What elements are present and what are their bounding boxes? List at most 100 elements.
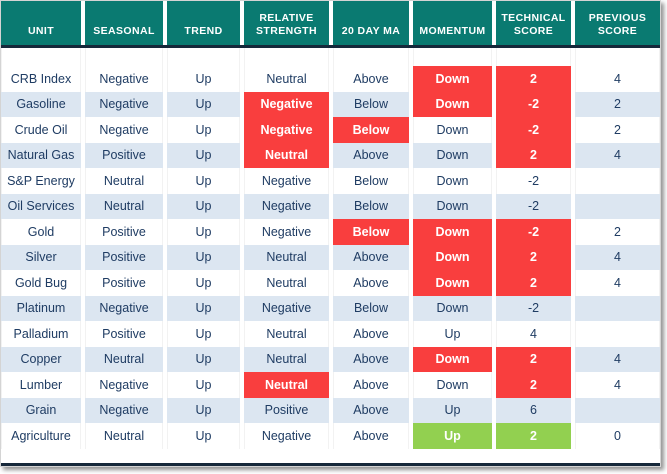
- cell-trend: Up: [167, 117, 240, 143]
- table-row: Platinum Negative Up Negative Below Down -2: [1, 295, 660, 321]
- cell-seasonal: Positive: [85, 321, 163, 347]
- table-row: Crude Oil Negative Up Negative Below Down -2 2: [1, 117, 660, 143]
- cell-seasonal: Negative: [85, 66, 163, 92]
- cell-relative_strength: Negative: [244, 295, 329, 321]
- cell-relative_strength: Negative: [244, 91, 329, 117]
- cell-ma20: Below: [333, 193, 409, 219]
- col-header-unit: UNIT: [1, 1, 81, 45]
- cell-trend: Up: [167, 193, 240, 219]
- cell-relative_strength: Negative: [244, 117, 329, 143]
- cell-unit: Gasoline: [1, 91, 81, 117]
- cell-momentum: Down: [413, 346, 492, 372]
- cell-trend: Up: [167, 219, 240, 245]
- cell-technical_score: 2: [496, 142, 571, 168]
- spacer-cell: [85, 48, 163, 66]
- cell-unit: Lumber: [1, 372, 81, 398]
- cell-trend: Up: [167, 91, 240, 117]
- cell-seasonal: Positive: [85, 244, 163, 270]
- cell-relative_strength: Neutral: [244, 66, 329, 92]
- cell-ma20: Above: [333, 142, 409, 168]
- cell-relative_strength: Neutral: [244, 142, 329, 168]
- cell-trend: Up: [167, 397, 240, 423]
- cell-seasonal: Positive: [85, 142, 163, 168]
- cell-ma20: Above: [333, 397, 409, 423]
- cell-momentum: Down: [413, 117, 492, 143]
- cell-previous_score: [575, 321, 660, 347]
- col-header-relative_strength: RELATIVE STRENGTH: [244, 1, 329, 45]
- cell-previous_score: 2: [575, 219, 660, 245]
- table-body: CRB Index Negative Up Neutral Above Down 2 4 Gas…: [1, 66, 660, 449]
- cell-technical_score: -2: [496, 91, 571, 117]
- table-row: Grain Negative Up Positive Above Up 6: [1, 397, 660, 423]
- header-row: UNIT SEASONAL TREND RELATIVE STRENGTH 20 DAY…: [1, 1, 660, 45]
- technical-score-table: UNIT SEASONAL TREND RELATIVE STRENGTH 20 DAY…: [0, 0, 661, 467]
- cell-technical_score: -2: [496, 295, 571, 321]
- cell-seasonal: Neutral: [85, 168, 163, 194]
- cell-momentum: Down: [413, 219, 492, 245]
- cell-momentum: Down: [413, 193, 492, 219]
- cell-relative_strength: Negative: [244, 193, 329, 219]
- table-row: Copper Neutral Up Neutral Above Down 2 4: [1, 346, 660, 372]
- spacer-cell: [244, 48, 329, 66]
- cell-unit: Natural Gas: [1, 142, 81, 168]
- cell-technical_score: -2: [496, 193, 571, 219]
- cell-trend: Up: [167, 423, 240, 449]
- cell-previous_score: 4: [575, 244, 660, 270]
- spacer-cell: [413, 48, 492, 66]
- cell-momentum: Up: [413, 397, 492, 423]
- cell-trend: Up: [167, 321, 240, 347]
- col-header-trend: TREND: [167, 1, 240, 45]
- cell-seasonal: Neutral: [85, 193, 163, 219]
- cell-momentum: Down: [413, 295, 492, 321]
- cell-previous_score: 4: [575, 142, 660, 168]
- cell-unit: Palladium: [1, 321, 81, 347]
- cell-ma20: Above: [333, 423, 409, 449]
- cell-momentum: Down: [413, 270, 492, 296]
- cell-trend: Up: [167, 142, 240, 168]
- cell-seasonal: Positive: [85, 270, 163, 296]
- cell-momentum: Down: [413, 66, 492, 92]
- cell-trend: Up: [167, 168, 240, 194]
- col-header-momentum: MOMENTUM: [413, 1, 492, 45]
- cell-relative_strength: Negative: [244, 219, 329, 245]
- col-header-previous_score: PREVIOUS SCORE: [575, 1, 660, 45]
- cell-unit: Copper: [1, 346, 81, 372]
- cell-trend: Up: [167, 346, 240, 372]
- cell-unit: CRB Index: [1, 66, 81, 92]
- cell-previous_score: 0: [575, 423, 660, 449]
- cell-unit: Platinum: [1, 295, 81, 321]
- cell-ma20: Above: [333, 346, 409, 372]
- cell-trend: Up: [167, 66, 240, 92]
- cell-seasonal: Negative: [85, 117, 163, 143]
- cell-previous_score: 2: [575, 91, 660, 117]
- cell-ma20: Below: [333, 117, 409, 143]
- cell-seasonal: Negative: [85, 295, 163, 321]
- cell-ma20: Above: [333, 244, 409, 270]
- cell-technical_score: 2: [496, 372, 571, 398]
- cell-technical_score: 6: [496, 397, 571, 423]
- table-row: Agriculture Neutral Up Negative Above Up 2 0: [1, 423, 660, 449]
- cell-unit: Silver: [1, 244, 81, 270]
- cell-relative_strength: Neutral: [244, 346, 329, 372]
- cell-unit: Grain: [1, 397, 81, 423]
- header-rule: [1, 45, 660, 48]
- cell-technical_score: -2: [496, 168, 571, 194]
- cell-ma20: Below: [333, 295, 409, 321]
- cell-momentum: Down: [413, 372, 492, 398]
- cell-relative_strength: Negative: [244, 423, 329, 449]
- table-row: Gasoline Negative Up Negative Below Down -2 2: [1, 91, 660, 117]
- cell-technical_score: -2: [496, 117, 571, 143]
- table-footer-space: [1, 448, 660, 463]
- cell-seasonal: Positive: [85, 219, 163, 245]
- cell-momentum: Up: [413, 423, 492, 449]
- cell-momentum: Up: [413, 321, 492, 347]
- table-row: S&P Energy Neutral Up Negative Below Down -2: [1, 168, 660, 194]
- cell-previous_score: [575, 168, 660, 194]
- bottom-rule: [1, 463, 660, 466]
- spacer-cell: [496, 48, 571, 66]
- cell-ma20: Below: [333, 219, 409, 245]
- cell-unit: S&P Energy: [1, 168, 81, 194]
- cell-trend: Up: [167, 295, 240, 321]
- table-row: Natural Gas Positive Up Neutral Above Down 2 4: [1, 142, 660, 168]
- cell-momentum: Down: [413, 244, 492, 270]
